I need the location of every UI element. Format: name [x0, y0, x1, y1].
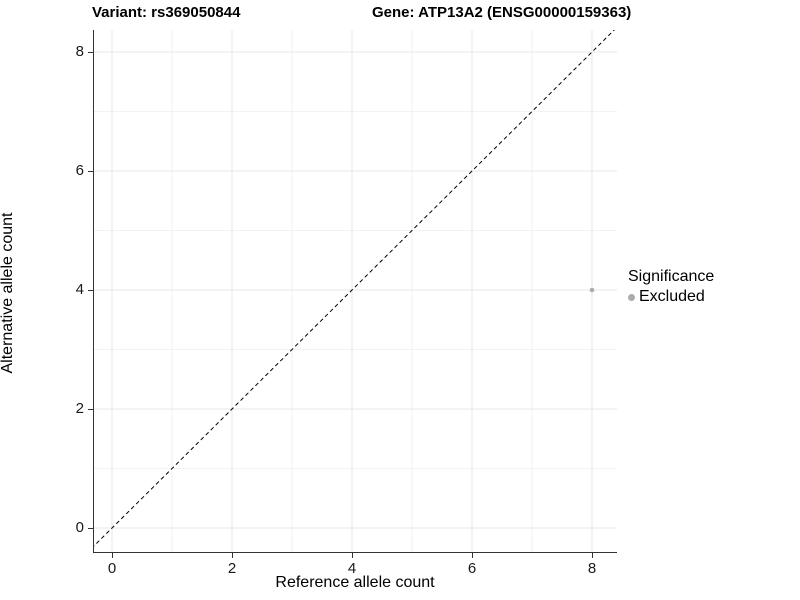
y-tick-label: 0	[75, 519, 84, 536]
y-axis-title: Alternative allele count	[0, 212, 16, 374]
variant-title: Variant: rs369050844	[92, 4, 241, 21]
y-tick-label: 6	[75, 162, 84, 179]
y-tick-mark	[88, 527, 93, 529]
y-tick-label: 2	[75, 400, 84, 417]
y-tick-mark	[88, 289, 93, 291]
plot-canvas	[93, 30, 617, 553]
y-tick-label: 4	[75, 281, 84, 298]
x-tick-label: 6	[467, 560, 477, 577]
legend-title: Significance	[628, 268, 715, 285]
legend-item-excluded: Excluded	[628, 288, 714, 306]
y-tick-mark	[88, 51, 93, 53]
y-tick-mark	[88, 170, 93, 172]
gene-title: Gene: ATP13A2 (ENSG00000159363)	[372, 4, 632, 21]
x-tick-label: 2	[227, 560, 237, 577]
x-tick-mark	[351, 553, 353, 558]
plot-panel	[93, 30, 617, 553]
x-tick-mark	[471, 553, 473, 558]
x-tick-label: 0	[107, 560, 117, 577]
x-tick-label: 8	[587, 560, 597, 577]
x-axis-title: Reference allele count	[275, 574, 435, 591]
x-tick-mark	[111, 553, 113, 558]
legend-item-label: Excluded	[639, 288, 705, 305]
y-tick-label: 8	[75, 43, 84, 60]
legend: Significance Excluded	[628, 268, 714, 306]
x-tick-label: 4	[347, 560, 357, 577]
y-tick-mark	[88, 408, 93, 410]
x-tick-mark	[591, 553, 593, 558]
x-tick-mark	[231, 553, 233, 558]
excluded-point-icon	[628, 293, 635, 301]
